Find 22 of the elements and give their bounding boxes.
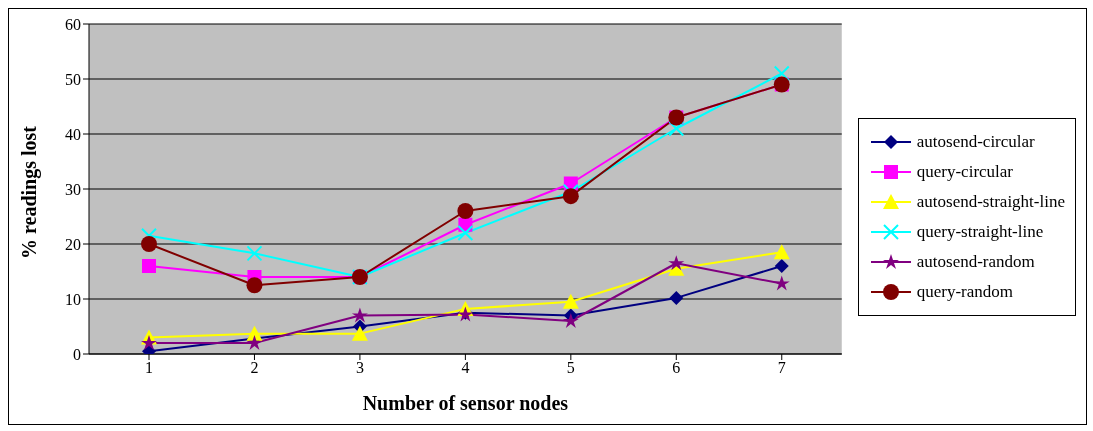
- y-tick-label: 20: [65, 235, 81, 253]
- legend-label: query-random: [916, 281, 1014, 302]
- y-tick-label: 50: [65, 70, 81, 88]
- x-tick-label: 6: [672, 359, 681, 377]
- y-axis-title: % readings lost: [18, 125, 42, 259]
- y-tick-label: 60: [65, 15, 81, 33]
- legend-label: autosend-straight-line: [916, 191, 1065, 212]
- x-tick-label: 1: [145, 359, 153, 377]
- legend-label: query-straight-line: [916, 221, 1044, 242]
- legend-label: autosend-circular: [916, 131, 1035, 152]
- x-tick-label: 5: [566, 359, 575, 377]
- legend-label: autosend-random: [916, 251, 1035, 272]
- x-tick-label: 7: [777, 359, 786, 377]
- x-tick-label: 3: [355, 359, 364, 377]
- y-tick-label: 40: [65, 125, 81, 143]
- y-tick-label: 10: [65, 290, 81, 308]
- y-tick-label: 0: [73, 345, 81, 363]
- x-axis-title: Number of sensor nodes: [362, 392, 569, 414]
- x-tick-label: 4: [461, 359, 470, 377]
- x-tick-label: 2: [250, 359, 259, 377]
- y-tick-label: 30: [65, 180, 81, 198]
- legend-label: query-circular: [916, 161, 1014, 182]
